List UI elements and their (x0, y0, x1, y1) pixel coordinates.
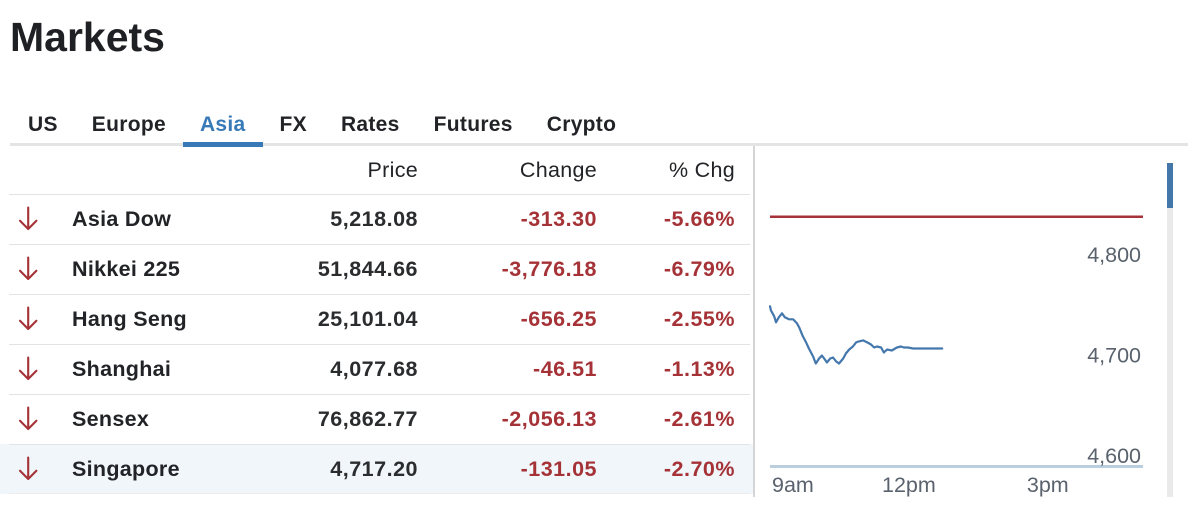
down-arrow-icon (18, 456, 38, 481)
instrument-name: Sensex (72, 406, 150, 431)
pct-change-value: -2.61% (663, 406, 735, 431)
scrollbar-track[interactable] (1167, 163, 1173, 497)
price-value: 5,218.08 (330, 206, 418, 231)
table-header-row: Price Change % Chg (0, 146, 753, 194)
column-header-pct-chg: % Chg (668, 157, 735, 182)
down-arrow-icon (18, 356, 38, 381)
instrument-name: Shanghai (72, 356, 172, 381)
x-axis-label: 9am (772, 473, 814, 497)
table-row-asia-dow[interactable]: Asia Dow 5,218.08 -313.30 -5.66% (0, 194, 753, 244)
down-arrow-icon (18, 406, 38, 431)
x-axis-label: 12pm (882, 473, 936, 497)
pct-change-value: -2.55% (663, 306, 735, 331)
price-value: 4,717.20 (330, 456, 418, 481)
pct-change-value: -2.70% (663, 456, 735, 481)
table-row-singapore[interactable]: Singapore 4,717.20 -131.05 -2.70% (0, 444, 753, 494)
instrument-name: Singapore (72, 456, 180, 481)
x-axis-label: 3pm (1027, 473, 1069, 497)
change-value: -2,056.13 (501, 406, 597, 431)
direction-cell (0, 256, 72, 282)
table-row-shanghai[interactable]: Shanghai 4,077.68 -46.51 -1.13% (0, 344, 753, 394)
table-row-nikkei-225[interactable]: Nikkei 225 51,844.66 -3,776.18 -6.79% (0, 244, 753, 294)
down-arrow-icon (18, 306, 38, 331)
y-axis-label: 4,800 (1087, 243, 1141, 267)
tab-us[interactable]: US (28, 112, 58, 136)
y-axis-label: 4,600 (1087, 444, 1141, 468)
pct-change-value: -1.13% (663, 356, 735, 381)
direction-cell (0, 456, 72, 482)
tab-rates[interactable]: Rates (340, 112, 400, 136)
panel-divider (753, 146, 755, 497)
tab-crypto[interactable]: Crypto (546, 112, 617, 136)
instrument-name: Asia Dow (72, 206, 172, 231)
table-row-hang-seng[interactable]: Hang Seng 25,101.04 -656.25 -2.55% (0, 294, 753, 344)
change-value: -3,776.18 (501, 256, 597, 281)
price-value: 51,844.66 (317, 256, 418, 281)
column-header-change: Change (519, 157, 597, 182)
direction-cell (0, 306, 72, 332)
market-tabs: US Europe Asia FX Rates Futures Crypto (10, 106, 1188, 147)
change-value: -46.51 (533, 356, 597, 381)
tab-futures[interactable]: Futures (433, 112, 513, 136)
down-arrow-icon (18, 206, 38, 231)
tab-asia[interactable]: Asia (182, 106, 263, 147)
scrollbar-thumb[interactable] (1167, 163, 1173, 208)
price-value: 4,077.68 (330, 356, 418, 381)
direction-cell (0, 206, 72, 232)
y-axis-label: 4,700 (1087, 344, 1141, 368)
tab-fx[interactable]: FX (279, 112, 307, 136)
intraday-chart: 4,800 4,700 4,600 9am 12pm 3pm (755, 146, 1188, 511)
change-value: -131.05 (520, 456, 597, 481)
column-header-price: Price (367, 157, 418, 182)
tab-europe[interactable]: Europe (91, 112, 166, 136)
price-line (768, 305, 944, 365)
change-value: -656.25 (520, 306, 597, 331)
direction-cell (0, 356, 72, 382)
direction-cell (0, 406, 72, 432)
pct-change-value: -5.66% (663, 206, 735, 231)
pct-change-value: -6.79% (663, 256, 735, 281)
table-row-sensex[interactable]: Sensex 76,862.77 -2,056.13 -2.61% (0, 394, 753, 444)
price-value: 25,101.04 (317, 306, 418, 331)
table-body: Asia Dow 5,218.08 -313.30 -5.66% Nikkei 225 5… (0, 194, 753, 494)
instrument-name: Nikkei 225 (72, 256, 181, 281)
change-value: -313.30 (520, 206, 597, 231)
markets-table: Price Change % Chg Asia Dow 5,218.08 -313.… (0, 146, 753, 494)
instrument-name: Hang Seng (72, 306, 187, 331)
price-value: 76,862.77 (317, 406, 418, 431)
page-title: Markets (10, 14, 165, 60)
down-arrow-icon (18, 256, 38, 281)
